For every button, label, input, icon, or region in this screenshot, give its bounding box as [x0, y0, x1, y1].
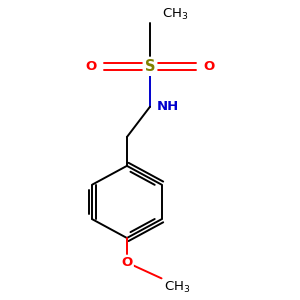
Text: O: O	[203, 60, 214, 73]
Text: CH$_3$: CH$_3$	[161, 7, 188, 22]
Text: S: S	[145, 59, 155, 74]
Text: NH: NH	[157, 100, 179, 113]
Text: CH$_3$: CH$_3$	[164, 280, 191, 295]
Text: O: O	[121, 256, 133, 269]
Text: O: O	[85, 60, 97, 73]
